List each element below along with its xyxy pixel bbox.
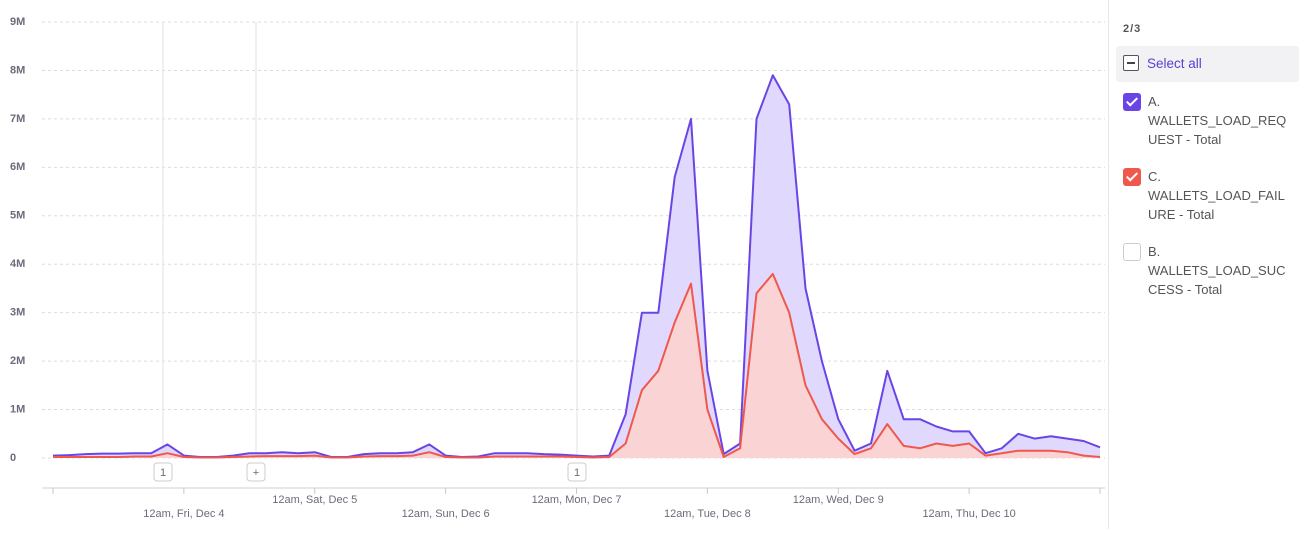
y-tick-label: 1M xyxy=(10,403,25,415)
x-tick-label: 12am, Sat, Dec 5 xyxy=(272,494,357,506)
legend-label[interactable]: A. WALLETS_LOAD_REQUEST - Total xyxy=(1148,94,1287,147)
y-tick-label: 7M xyxy=(10,113,25,125)
legend-label[interactable]: C. WALLETS_LOAD_FAILURE - Total xyxy=(1148,169,1285,222)
line xyxy=(52,74,1101,458)
checkbox[interactable] xyxy=(1123,93,1141,111)
annotation-marker[interactable] xyxy=(246,462,266,482)
x-tick-label: 12am, Mon, Dec 7 xyxy=(532,494,622,506)
checkbox[interactable] xyxy=(1123,243,1141,261)
y-tick-label: 0 xyxy=(10,452,16,464)
annotation-label: 1 xyxy=(160,467,166,479)
legend-label[interactable]: B. WALLETS_LOAD_SUCCESS - Total xyxy=(1148,244,1286,297)
y-tick-label: 5M xyxy=(10,210,25,222)
select-all-label[interactable]: Select all xyxy=(1147,56,1202,71)
chart: 0 1M 2M 3M 4M 5M 6M 7M 8M 9M 1 +1 12am, Fri, Dec 4 12… xyxy=(10,16,1105,520)
y-tick-label: 4M xyxy=(10,258,25,270)
y-tick-label: 3M xyxy=(10,307,25,319)
annotation-marker[interactable] xyxy=(567,462,587,482)
y-tick-label: 8M xyxy=(10,64,25,76)
y-tick-label: 6M xyxy=(10,161,25,173)
checkbox[interactable] xyxy=(1123,168,1141,186)
y-tick-label: 9M xyxy=(10,16,25,28)
legend: 2/3 Select all A. WALLETS_LOAD_REQUEST -… xyxy=(1108,0,1305,529)
select-all-checkbox[interactable] xyxy=(1123,55,1139,71)
x-tick-label: 12am, Sun, Dec 6 xyxy=(402,508,490,520)
selection-count: 2/3 xyxy=(1123,23,1142,35)
select-all[interactable]: Select all xyxy=(1116,46,1299,82)
x-tick-label: 12am, Fri, Dec 4 xyxy=(143,508,224,520)
x-tick-label: 12am, Thu, Dec 10 xyxy=(922,508,1015,520)
line xyxy=(53,272,1101,459)
annotation-label: 1 xyxy=(574,467,580,479)
annotation-label: + xyxy=(253,467,259,479)
x-tick-label: 12am, Tue, Dec 8 xyxy=(664,508,751,520)
y-tick-label: 2M xyxy=(10,355,25,367)
annotation-marker[interactable] xyxy=(153,462,173,482)
x-tick-label: 12am, Wed, Dec 9 xyxy=(793,494,884,506)
